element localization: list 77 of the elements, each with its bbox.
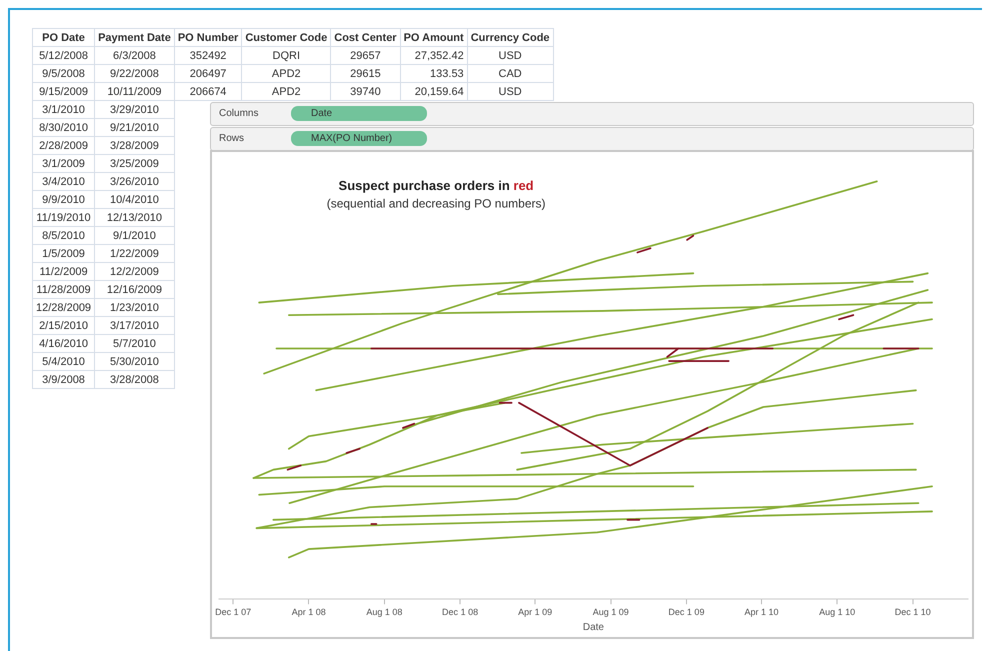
text: 9/9/2010 bbox=[42, 194, 85, 206]
text: 11/19/2010 bbox=[36, 212, 91, 224]
text: Columns bbox=[219, 108, 258, 119]
category-label: Currency Code bbox=[467, 28, 554, 46]
text: 11/28/2009 bbox=[36, 284, 91, 296]
text: 9/1/2010 bbox=[113, 230, 156, 242]
text: 206674 bbox=[190, 86, 226, 98]
text: USD bbox=[498, 50, 522, 62]
text: 12/28/2009 bbox=[36, 302, 92, 314]
text: 29615 bbox=[350, 68, 381, 80]
text: (sequential and decreasing PO numbers) bbox=[326, 196, 546, 210]
category-label: Customer Code bbox=[242, 28, 331, 46]
text: 3/9/2008 bbox=[42, 374, 85, 386]
text: 4/16/2010 bbox=[39, 338, 88, 350]
text: 1/5/2009 bbox=[42, 248, 85, 260]
text: 3/17/2010 bbox=[110, 320, 159, 332]
text: APD2 bbox=[272, 68, 301, 80]
text: 29657 bbox=[350, 50, 381, 62]
x-tick-label: Aug 1 09 bbox=[592, 607, 629, 618]
x-tick-label: Dec 1 07 bbox=[215, 607, 252, 618]
text: 5/30/2010 bbox=[110, 356, 159, 368]
text: USD bbox=[498, 86, 522, 98]
text: 133.53 bbox=[430, 68, 464, 80]
text: 3/26/2010 bbox=[110, 176, 159, 188]
text: 8/30/2010 bbox=[39, 122, 88, 134]
text: 2/15/2010 bbox=[39, 320, 88, 332]
text: 11/2/2009 bbox=[39, 266, 88, 278]
text: 12/2/2009 bbox=[110, 266, 159, 278]
text: 6/3/2008 bbox=[113, 50, 156, 62]
text: 8/5/2010 bbox=[42, 230, 85, 242]
x-tick-label: Aug 1 10 bbox=[819, 607, 856, 618]
text: 39740 bbox=[350, 86, 381, 98]
text: 12/13/2010 bbox=[106, 212, 162, 224]
x-tick-label: Aug 1 08 bbox=[366, 607, 402, 618]
x-tick-label: Dec 1 08 bbox=[442, 607, 478, 618]
category-label: Cost Center bbox=[330, 28, 400, 46]
category-label: PO Amount bbox=[400, 28, 468, 46]
text: 1/23/2010 bbox=[110, 302, 159, 314]
text: 9/15/2009 bbox=[39, 86, 88, 98]
text: 9/5/2008 bbox=[42, 68, 85, 80]
x-tick-label: Apr 1 09 bbox=[518, 607, 552, 618]
chart-title: Suspect purchase orders in red bbox=[338, 178, 534, 194]
text: 2/28/2009 bbox=[39, 140, 88, 152]
text: 3/25/2009 bbox=[110, 158, 159, 170]
text: 3/1/2010 bbox=[42, 104, 85, 116]
x-tick-label: Dec 1 09 bbox=[668, 607, 704, 618]
text: 10/11/2009 bbox=[107, 86, 162, 98]
category-label: PO Date bbox=[32, 28, 95, 46]
text: 3/4/2010 bbox=[42, 176, 85, 188]
text: 5/4/2010 bbox=[42, 356, 85, 368]
text: Rows bbox=[219, 133, 244, 144]
x-tick-label: Apr 1 10 bbox=[744, 607, 778, 618]
text: 9/21/2010 bbox=[110, 122, 159, 134]
text: 1/22/2009 bbox=[110, 248, 159, 260]
field-pill: MAX(PO Number) bbox=[291, 131, 427, 146]
text: 12/16/2009 bbox=[106, 284, 162, 296]
text: CAD bbox=[498, 68, 522, 80]
text: 3/28/2008 bbox=[110, 374, 159, 386]
text: 20,159.64 bbox=[414, 86, 464, 98]
text: 3/28/2009 bbox=[110, 140, 159, 152]
text: 5/7/2010 bbox=[113, 338, 156, 350]
category-label: Payment Date bbox=[94, 28, 174, 46]
x-tick-label: Dec 1 10 bbox=[894, 607, 931, 618]
text: 27,352.42 bbox=[414, 50, 464, 62]
text: 3/1/2009 bbox=[42, 158, 85, 170]
x-axis-title: Date bbox=[582, 622, 604, 633]
x-tick-label: Apr 1 08 bbox=[292, 607, 326, 618]
text: 5/12/2008 bbox=[39, 50, 88, 62]
text: 206497 bbox=[190, 68, 226, 80]
field-pill: Date bbox=[291, 106, 427, 121]
text: DQRI bbox=[272, 50, 300, 62]
text: 10/4/2010 bbox=[110, 194, 159, 206]
text: APD2 bbox=[272, 86, 301, 98]
category-label: PO Number bbox=[174, 28, 242, 46]
text: 3/29/2010 bbox=[110, 104, 159, 116]
text: 9/22/2008 bbox=[110, 68, 159, 80]
text: 352492 bbox=[190, 50, 226, 62]
